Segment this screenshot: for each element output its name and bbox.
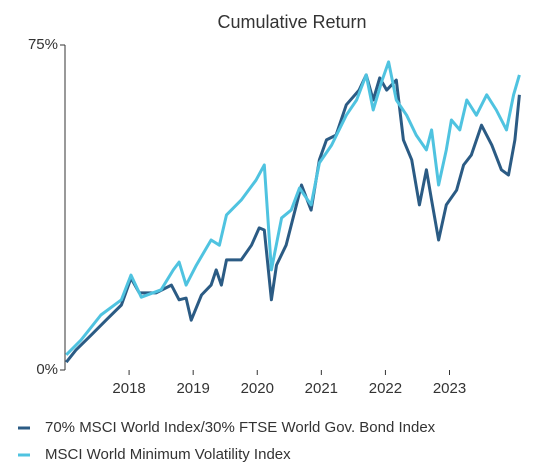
- x-tick-label: 2021: [305, 380, 338, 397]
- x-tick-label: 2023: [433, 380, 466, 397]
- chart-title: Cumulative Return: [217, 12, 366, 32]
- x-tick-label: 2020: [241, 380, 274, 397]
- x-tick-label: 2022: [369, 380, 402, 397]
- legend-label: MSCI World Minimum Volatility Index: [45, 446, 291, 463]
- series-line: [65, 73, 521, 364]
- x-tick-label: 2018: [112, 380, 145, 397]
- x-tick-label: 2019: [176, 380, 209, 397]
- y-tick-label: 75%: [28, 36, 58, 53]
- legend-label: 70% MSCI World Index/30% FTSE World Gov.…: [45, 419, 436, 436]
- series-line: [65, 60, 521, 356]
- y-tick-label: 0%: [36, 361, 58, 378]
